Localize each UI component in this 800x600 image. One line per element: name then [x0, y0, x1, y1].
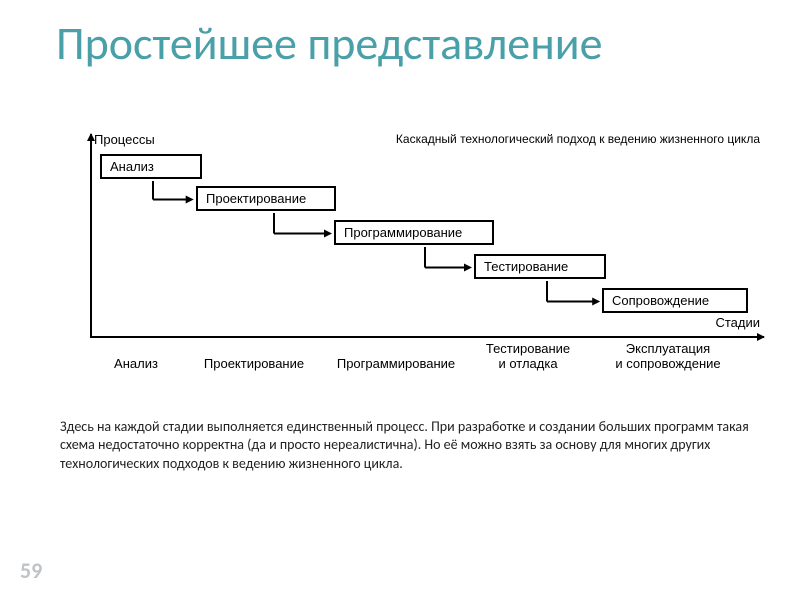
slide-title: Простейшее представление [56, 20, 603, 68]
y-axis-label: Процессы [94, 132, 155, 147]
stage-box-n2: Проектирование [196, 186, 336, 211]
x-tick-0: Анализ [72, 357, 200, 372]
stage-box-n4: Тестирование [474, 254, 606, 279]
diagram-subtitle: Каскадный технологический подход к веден… [396, 132, 760, 146]
x-tick-4: Эксплуатацияи сопровождение [604, 342, 732, 372]
axis-y [90, 134, 92, 338]
edge-n4-n5 [547, 281, 612, 314]
x-tick-1: Проектирование [190, 357, 318, 372]
body-paragraph: Здесь на каждой стадии выполняется единс… [60, 418, 762, 473]
axis-x [90, 336, 764, 338]
x-tick-2: Программирование [332, 357, 460, 372]
slide-root: Простейшее представление Процессы Стадии… [0, 0, 800, 600]
x-tick-3: Тестированиеи отладка [464, 342, 592, 372]
edge-n1-n2 [153, 181, 206, 212]
edge-n2-n3 [274, 213, 344, 246]
x-axis-label: Стадии [715, 315, 760, 330]
stage-box-n3: Программирование [334, 220, 494, 245]
waterfall-diagram: Процессы Стадии Каскадный технологически… [76, 128, 768, 386]
edge-n3-n4 [425, 247, 484, 280]
stage-box-n1: Анализ [100, 154, 202, 179]
stage-box-n5: Сопровождение [602, 288, 748, 313]
slide-number: 59 [20, 557, 42, 584]
